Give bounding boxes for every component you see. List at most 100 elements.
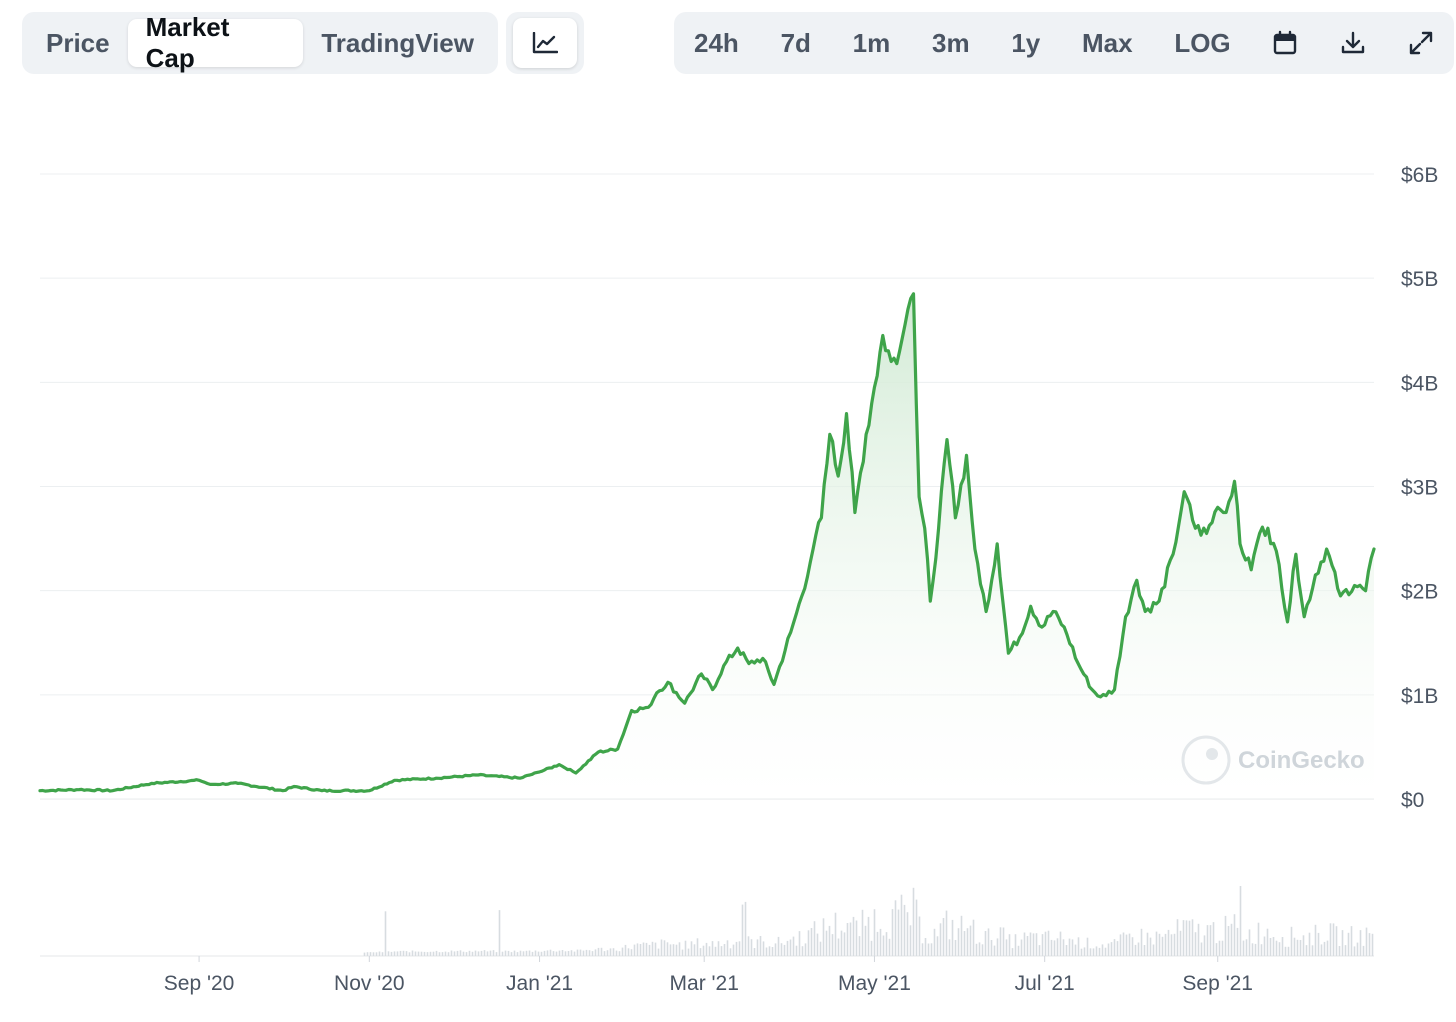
volume-bar	[702, 945, 705, 956]
volume-bar	[1371, 933, 1374, 956]
volume-bar	[972, 919, 975, 956]
fullscreen-button[interactable]	[1396, 19, 1446, 67]
volume-bar	[945, 910, 948, 956]
volume-bar	[714, 946, 717, 956]
log-scale-button[interactable]: LOG	[1174, 27, 1231, 58]
volume-bar	[525, 950, 528, 956]
x-tick-label: Sep '21	[1182, 972, 1253, 995]
volume-bar	[924, 938, 927, 956]
volume-bar	[843, 932, 846, 956]
volume-bar	[606, 950, 609, 956]
calendar-button[interactable]	[1260, 19, 1310, 67]
volume-bar	[819, 941, 822, 956]
tab-tradingview[interactable]: TradingView	[321, 27, 474, 58]
volume-bar	[828, 925, 831, 956]
volume-bar	[1356, 942, 1359, 956]
volume-bar	[1338, 946, 1341, 956]
volume-bar	[1161, 936, 1164, 956]
volume-bar	[918, 916, 921, 956]
volume-bar	[840, 930, 843, 956]
volume-bar	[975, 943, 978, 956]
volume-bar	[414, 951, 417, 956]
volume-bar	[1272, 937, 1275, 956]
volume-bar	[588, 950, 591, 956]
volume-bar	[801, 946, 804, 956]
x-tick-label: Jul '21	[1015, 972, 1075, 995]
range-1m-button[interactable]: 1m	[852, 27, 891, 58]
volume-bar	[783, 944, 786, 956]
volume-bar	[642, 942, 645, 956]
volume-bar	[1029, 932, 1032, 956]
range-24h-button[interactable]: 24h	[694, 27, 739, 58]
volume-bar	[1290, 926, 1293, 956]
volume-bar	[528, 950, 531, 956]
volume-bar	[435, 950, 438, 956]
volume-bar	[1074, 944, 1077, 956]
volume-bar	[1278, 942, 1281, 956]
volume-bar	[1248, 929, 1251, 956]
volume-bar	[1221, 940, 1224, 956]
chart-type-group	[506, 12, 584, 74]
volume-bar	[1293, 937, 1296, 956]
range-7d-button[interactable]: 7d	[780, 27, 811, 58]
volume-bar	[741, 904, 744, 956]
volume-bar	[957, 928, 960, 956]
volume-bar	[1083, 947, 1086, 956]
volume-bar	[594, 949, 597, 956]
volume-bar	[426, 952, 429, 956]
volume-bar	[981, 944, 984, 956]
volume-bar	[1263, 936, 1266, 956]
volume-bar	[1008, 934, 1011, 956]
volume-bar	[951, 919, 954, 956]
volume-bar	[1080, 948, 1083, 956]
y-tick-label: $4B	[1401, 372, 1438, 395]
volume-bar	[489, 950, 492, 956]
volume-bar	[1245, 939, 1248, 956]
volume-bar	[1353, 946, 1356, 956]
download-button[interactable]	[1328, 19, 1378, 67]
volume-bar	[1332, 923, 1335, 956]
volume-bar	[1224, 915, 1227, 956]
volume-bar	[792, 936, 795, 956]
volume-bar	[1314, 924, 1317, 956]
range-1y-button[interactable]: 1y	[1011, 27, 1041, 58]
volume-bar	[1251, 943, 1254, 956]
range-max-button[interactable]: Max	[1081, 27, 1133, 58]
volume-bar	[1299, 940, 1302, 956]
volume-bar	[948, 939, 951, 956]
volume-bar	[942, 918, 945, 956]
volume-bar	[1005, 939, 1008, 956]
volume-bar	[1260, 944, 1263, 956]
y-axis-labels: $0 $1B $2B $3B $4B $5B $6B	[1401, 164, 1438, 812]
volume-bar	[1173, 933, 1176, 956]
volume-bar	[627, 948, 630, 956]
volume-bar	[1140, 928, 1143, 956]
volume-bar	[501, 951, 504, 956]
volume-bar	[1125, 934, 1128, 956]
volume-bar	[513, 950, 516, 956]
volume-bar	[1323, 941, 1326, 956]
volume-bar	[1239, 886, 1242, 956]
volume-bar	[1128, 933, 1131, 956]
volume-bar	[798, 931, 801, 956]
volume-bar	[396, 951, 399, 956]
volume-bar	[1227, 926, 1230, 956]
volume-bar	[552, 951, 555, 956]
volume-bar	[1335, 926, 1338, 956]
volume-bar	[1191, 919, 1194, 956]
tab-price[interactable]: Price	[46, 27, 110, 58]
range-3m-button[interactable]: 3m	[931, 27, 970, 58]
x-tick-label: Jan '21	[506, 972, 573, 995]
y-tick-label: $1B	[1401, 685, 1438, 708]
volume-bar	[711, 941, 714, 956]
volume-bar	[1179, 930, 1182, 956]
line-chart-button[interactable]	[513, 18, 577, 68]
fullscreen-icon	[1409, 31, 1433, 55]
volume-bar	[480, 950, 483, 956]
volume-bar	[1062, 939, 1065, 956]
volume-bar	[1089, 948, 1092, 956]
volume-bar	[504, 950, 507, 956]
volume-bar	[1233, 914, 1236, 956]
volume-bar	[1044, 931, 1047, 956]
